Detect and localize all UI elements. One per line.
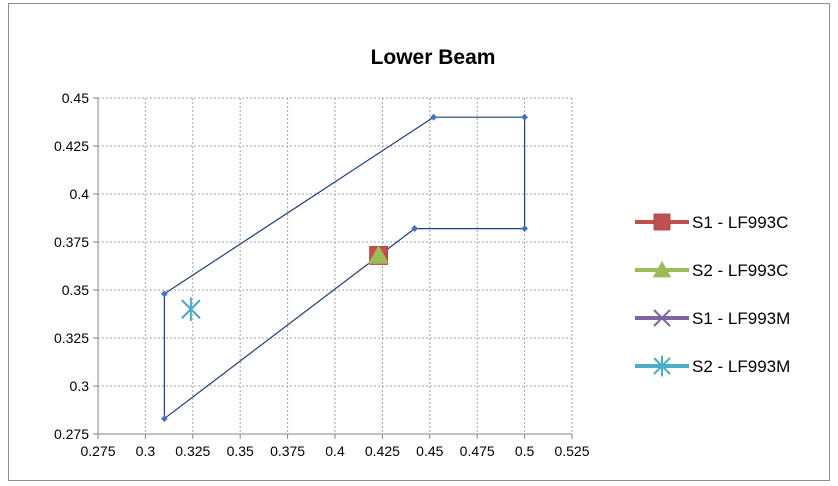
y-tick-labels: 0.275 0.3 0.325 0.35 0.375 0.4 0.425 0.45 (54, 90, 89, 442)
legend-item: S2 - LF993C (635, 260, 788, 280)
y-tick-label: 0.325 (54, 330, 89, 346)
x-tick-label: 0.325 (175, 443, 210, 459)
boundary-vertex (160, 415, 168, 423)
axes (93, 97, 573, 439)
legend-marker (653, 213, 671, 231)
boundary-polygon (160, 113, 528, 423)
series-points (181, 245, 389, 321)
legend-item: S1 - LF993M (635, 309, 790, 328)
legend-label: S1 - LF993M (692, 309, 790, 328)
chart-title: Lower Beam (371, 46, 496, 69)
grid-lines (98, 97, 573, 434)
x-tick-label: 0.375 (270, 443, 305, 459)
x-tick-label: 0.5 (515, 443, 535, 459)
y-tick-label: 0.275 (54, 426, 89, 442)
legend-marker (652, 260, 672, 278)
legend-label: S2 - LF993M (692, 357, 790, 376)
y-tick-label: 0.45 (62, 90, 89, 106)
legend: S1 - LF993C S2 - LF993C S1 - LF993M S2 - LF… (635, 213, 790, 377)
x-tick-label: 0.275 (80, 443, 115, 459)
legend-label: S1 - LF993C (692, 213, 788, 232)
boundary-vertex (160, 290, 168, 298)
boundary-vertex (521, 113, 528, 121)
boundary-vertex (430, 113, 437, 121)
legend-marker (653, 355, 671, 377)
x-tick-label: 0.525 (554, 443, 589, 459)
boundary-vertex (521, 225, 528, 232)
boundary-vertex (411, 225, 419, 232)
y-tick-label: 0.35 (62, 282, 89, 298)
x-tick-label: 0.475 (460, 443, 495, 459)
legend-item: S1 - LF993C (635, 213, 788, 232)
y-tick-label: 0.375 (54, 234, 89, 250)
x-tick-label: 0.35 (227, 443, 254, 459)
y-tick-label: 0.425 (54, 138, 89, 154)
x-tick-labels: 0.275 0.3 0.325 0.35 0.375 0.4 0.425 0.45 0.475 0… (80, 443, 589, 459)
chart-frame: Lower Beam 0.275 0.3 0.325 0.35 0.375 0.4 0.42… (8, 3, 830, 481)
y-tick-label: 0.3 (70, 378, 90, 394)
x-tick-label: 0.45 (416, 443, 443, 459)
data-point-2 (368, 245, 389, 264)
chart-svg: Lower Beam 0.275 0.3 0.325 0.35 0.375 0.4 0.42… (54, 46, 790, 459)
x-tick-label: 0.425 (365, 443, 400, 459)
data-point-4 (181, 297, 201, 321)
legend-item: S2 - LF993M (635, 355, 790, 377)
x-tick-label: 0.3 (136, 443, 156, 459)
x-tick-label: 0.4 (325, 443, 345, 459)
y-tick-label: 0.4 (70, 186, 90, 202)
boundary-line (163, 116, 526, 420)
legend-label: S2 - LF993C (692, 261, 788, 280)
legend-marker (653, 309, 671, 327)
